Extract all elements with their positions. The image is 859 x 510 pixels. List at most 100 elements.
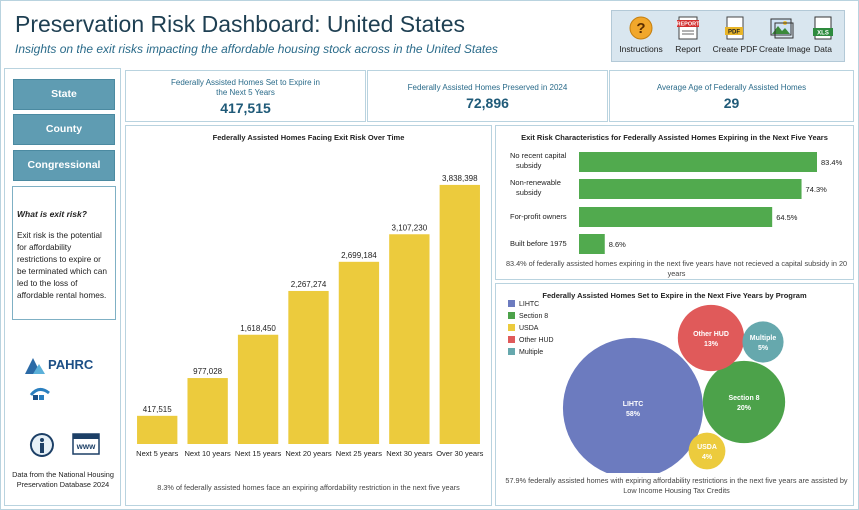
xls-icon-text: XLS — [817, 31, 829, 37]
kpi-label: Average Age of Federally Assisted Homes — [656, 83, 807, 92]
y-tick-label: No recent capital subsidy — [510, 151, 567, 170]
kpi-value: 29 — [723, 95, 740, 111]
program-breakdown-panel: Federally Assisted Homes Set to Expire i… — [495, 283, 854, 506]
report-icon-text: REPORT — [677, 22, 701, 28]
bubble — [742, 321, 784, 363]
report-icon: REPORT — [675, 15, 701, 41]
legend-swatch — [508, 312, 515, 319]
x-tick-label: Over 30 years — [436, 449, 483, 458]
chart-title: Federally Assisted Homes Facing Exit Ris… — [212, 133, 405, 142]
kpi-preserved-2024: Federally Assisted Homes Preserved in 20… — [367, 70, 608, 122]
hbar — [579, 179, 802, 199]
header: Preservation Risk Dashboard: United Stat… — [1, 1, 858, 65]
exit-risk-characteristics-chart: No recent capital subsidy 83.4% Non-renewab… — [510, 151, 843, 254]
source-note: Data from the National Housing Preservat… — [12, 470, 114, 489]
chart-title: Federally Assisted Homes Set to Expire i… — [542, 291, 807, 300]
sidebar: State County Congressional District What… — [4, 68, 121, 506]
pdf-icon-text: PDF — [728, 30, 740, 36]
data-label: Data — [814, 44, 832, 54]
report-button[interactable]: REPORT Report — [665, 15, 711, 61]
bubble-value-label: 4% — [702, 454, 713, 461]
bar — [237, 334, 279, 444]
create-image-button[interactable]: Create Image — [759, 15, 811, 61]
info-icon[interactable] — [29, 432, 55, 460]
data-button[interactable]: XLS Data — [804, 15, 842, 61]
bar-value-label: 64.5% — [776, 213, 798, 222]
exit-risk-question: What is exit risk? — [17, 209, 87, 219]
bar — [439, 184, 480, 444]
y-tick-label: For-profit owners — [510, 212, 567, 221]
bar-value-label: 977,028 — [193, 367, 222, 376]
bar — [338, 261, 380, 444]
legend-swatch — [508, 300, 515, 307]
legend-swatch — [508, 324, 515, 331]
bar — [137, 415, 178, 444]
create-image-label: Create Image — [759, 44, 811, 54]
bubble — [677, 304, 745, 372]
hbar — [579, 207, 773, 227]
x-tick-label: Next 15 years — [235, 449, 282, 458]
legend-label: Other HUD — [519, 337, 554, 344]
chart-note: 83.4% of federally assisted homes expiri… — [505, 259, 848, 278]
kpi-label: Federally Assisted Homes Set to Expire i… — [171, 78, 320, 97]
bubble-label: Section 8 — [728, 395, 759, 402]
xls-icon: XLS — [810, 15, 836, 41]
legend-swatch — [508, 336, 515, 343]
bubble-value-label: 58% — [626, 411, 641, 418]
bubble — [688, 432, 726, 470]
x-tick-label: Next 5 years — [136, 449, 178, 458]
legend-label: Multiple — [519, 349, 543, 356]
bar — [288, 290, 329, 444]
legend-swatch — [508, 348, 515, 355]
x-tick-label: Next 30 years — [386, 449, 433, 458]
bubble — [702, 360, 786, 444]
hbar — [579, 152, 817, 172]
bar — [389, 234, 430, 444]
bubble-label: LIHTC — [623, 401, 644, 408]
create-pdf-button[interactable]: PDF Create PDF — [712, 15, 758, 61]
kpi-expiring-5-years: Federally Assisted Homes Set to Expire i… — [125, 70, 366, 122]
exit-risk-info-box: What is exit risk? Exit risk is the pote… — [12, 186, 116, 320]
exit-risk-over-time-chart: 417,515 Next 5 years 977,028 Next 10 years 1… — [136, 174, 483, 458]
bar-value-label: 3,107,230 — [392, 223, 428, 232]
kpi-label: Federally Assisted Homes Preserved in 20… — [407, 83, 568, 92]
county-button[interactable]: County — [13, 114, 115, 145]
bar-value-label: 417,515 — [143, 405, 172, 414]
y-tick-label: Non-renewable subsidy — [510, 178, 561, 197]
kpi-average-age: Average Age of Federally Assisted Homes … — [609, 70, 854, 122]
image-icon — [769, 15, 795, 41]
bubble-label: Multiple — [750, 335, 777, 342]
bar — [187, 378, 228, 444]
bubble-value-label: 13% — [704, 341, 719, 348]
instructions-label: Instructions — [619, 44, 663, 54]
www-icon-text: www — [76, 442, 96, 451]
hbar — [579, 234, 605, 254]
report-label: Report — [675, 44, 701, 54]
x-tick-label: Next 20 years — [285, 449, 332, 458]
legend-label: Section 8 — [519, 313, 548, 320]
page-subtitle: Insights on the exit risks impacting the… — [15, 42, 498, 56]
www-icon[interactable]: www — [72, 432, 100, 456]
bar-value-label: 83.4% — [821, 158, 843, 167]
x-tick-label: Next 10 years — [185, 449, 232, 458]
exit-risk-characteristics-panel: Exit Risk Characteristics for Federally … — [495, 125, 854, 280]
bubble-value-label: 5% — [758, 345, 769, 352]
instructions-button[interactable]: ? Instructions — [618, 15, 664, 61]
page-title: Preservation Risk Dashboard: United Stat… — [15, 11, 465, 37]
bar-value-label: 1,618,450 — [240, 324, 276, 333]
bubble-label: USDA — [697, 444, 717, 451]
kpi-value: 72,896 — [466, 95, 509, 111]
state-button[interactable]: State — [13, 79, 115, 110]
x-tick-label: Next 25 years — [336, 449, 383, 458]
congressional-district-button[interactable]: Congressional District — [13, 150, 115, 200]
bar-value-label: 74.3% — [806, 185, 828, 194]
legend-label: LIHTC — [519, 301, 539, 308]
create-pdf-label: Create PDF — [712, 44, 758, 54]
bar-value-label: 3,838,398 — [442, 174, 478, 183]
exit-risk-definition: Exit risk is the potential for affordabi… — [17, 230, 107, 300]
toolbar: ? Instructions REPORT Report PDF Create … — [611, 10, 845, 62]
svg-text:?: ? — [636, 20, 645, 37]
nlihc-logo — [27, 383, 97, 415]
bar-value-label: 2,267,274 — [291, 280, 327, 289]
bar-value-label: 2,699,184 — [341, 251, 377, 260]
